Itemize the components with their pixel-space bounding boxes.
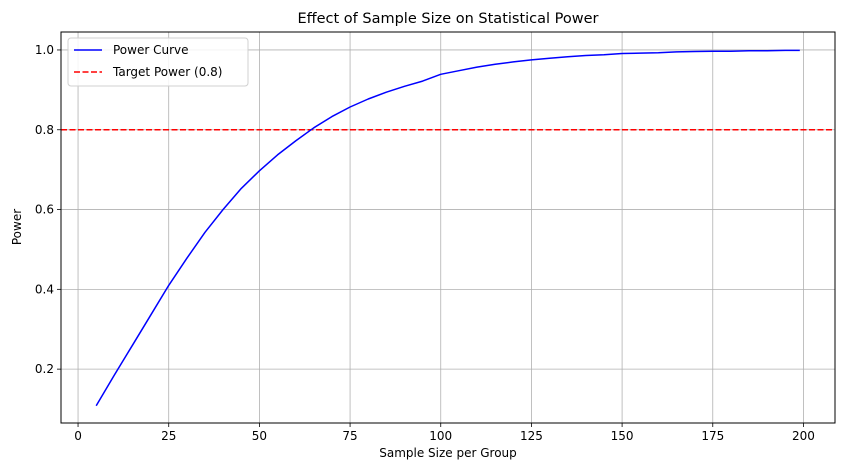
y-axis-title: Power <box>10 209 24 245</box>
series-lines <box>95 49 800 407</box>
grid <box>61 32 835 423</box>
legend-label-target-power: Target Power (0.8) <box>112 65 222 79</box>
y-tick-label: 0.8 <box>35 123 54 137</box>
x-tick-label: 175 <box>701 429 724 443</box>
plot-frame <box>60 31 836 424</box>
x-axis-title: Sample Size per Group <box>379 446 517 460</box>
x-tick-label: 25 <box>161 429 176 443</box>
x-tick-label: 50 <box>252 429 267 443</box>
legend: Power Curve Target Power (0.8) <box>67 37 249 87</box>
x-tick-label: 125 <box>520 429 543 443</box>
x-axis: 0 25 50 75 100 125 150 175 200 <box>74 423 815 443</box>
y-tick-label: 0.6 <box>35 203 54 217</box>
x-tick-label: 75 <box>342 429 357 443</box>
legend-box <box>67 37 249 87</box>
legend-label-power-curve: Power Curve <box>113 43 189 57</box>
x-tick-label: 100 <box>429 429 452 443</box>
x-tick-label: 150 <box>611 429 634 443</box>
y-axis: 0.2 0.4 0.6 0.8 1.0 <box>35 43 61 376</box>
y-tick-label: 0.4 <box>35 282 54 296</box>
chart-title: Effect of Sample Size on Statistical Pow… <box>297 11 598 27</box>
y-tick-label: 0.2 <box>35 362 54 376</box>
y-tick-label: 1.0 <box>35 43 54 57</box>
x-tick-label: 200 <box>792 429 815 443</box>
power-curve-line <box>95 49 800 407</box>
x-tick-label: 0 <box>74 429 82 443</box>
